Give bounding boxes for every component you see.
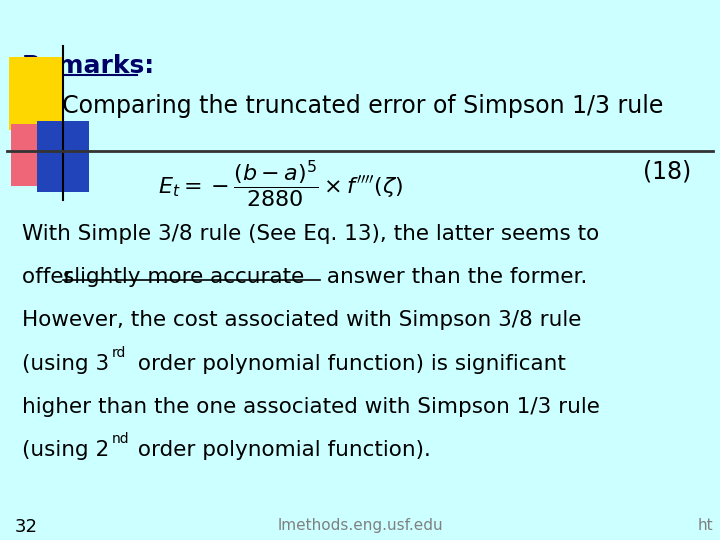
- Text: answer than the former.: answer than the former.: [320, 267, 588, 287]
- Text: rd: rd: [112, 346, 126, 360]
- Text: higher than the one associated with Simpson 1/3 rule: higher than the one associated with Simp…: [22, 397, 600, 417]
- Text: (using 2: (using 2: [22, 440, 109, 460]
- Text: offer: offer: [22, 267, 79, 287]
- Text: (a) Comparing the truncated error of Simpson 1/3 rule: (a) Comparing the truncated error of Sim…: [22, 94, 663, 118]
- Text: With Simple 3/8 rule (See Eq. 13), the latter seems to: With Simple 3/8 rule (See Eq. 13), the l…: [22, 224, 599, 244]
- Text: slightly more accurate: slightly more accurate: [63, 267, 304, 287]
- Text: order polynomial function).: order polynomial function).: [131, 440, 431, 460]
- Text: $E_t = -\dfrac{(b-a)^5}{2880} \times f^{\prime\prime\prime\prime}(\zeta)$: $E_t = -\dfrac{(b-a)^5}{2880} \times f^{…: [158, 159, 404, 211]
- Text: However, the cost associated with Simpson 3/8 rule: However, the cost associated with Simpso…: [22, 310, 581, 330]
- Text: nd: nd: [112, 432, 129, 446]
- Text: (using 3: (using 3: [22, 354, 109, 374]
- Text: (18): (18): [643, 159, 691, 183]
- Text: 32: 32: [14, 518, 37, 536]
- Text: order polynomial function) is significant: order polynomial function) is significan…: [131, 354, 566, 374]
- Text: ht: ht: [697, 518, 713, 534]
- Text: Remarks:: Remarks:: [22, 54, 155, 78]
- Text: lmethods.eng.usf.edu: lmethods.eng.usf.edu: [277, 518, 443, 534]
